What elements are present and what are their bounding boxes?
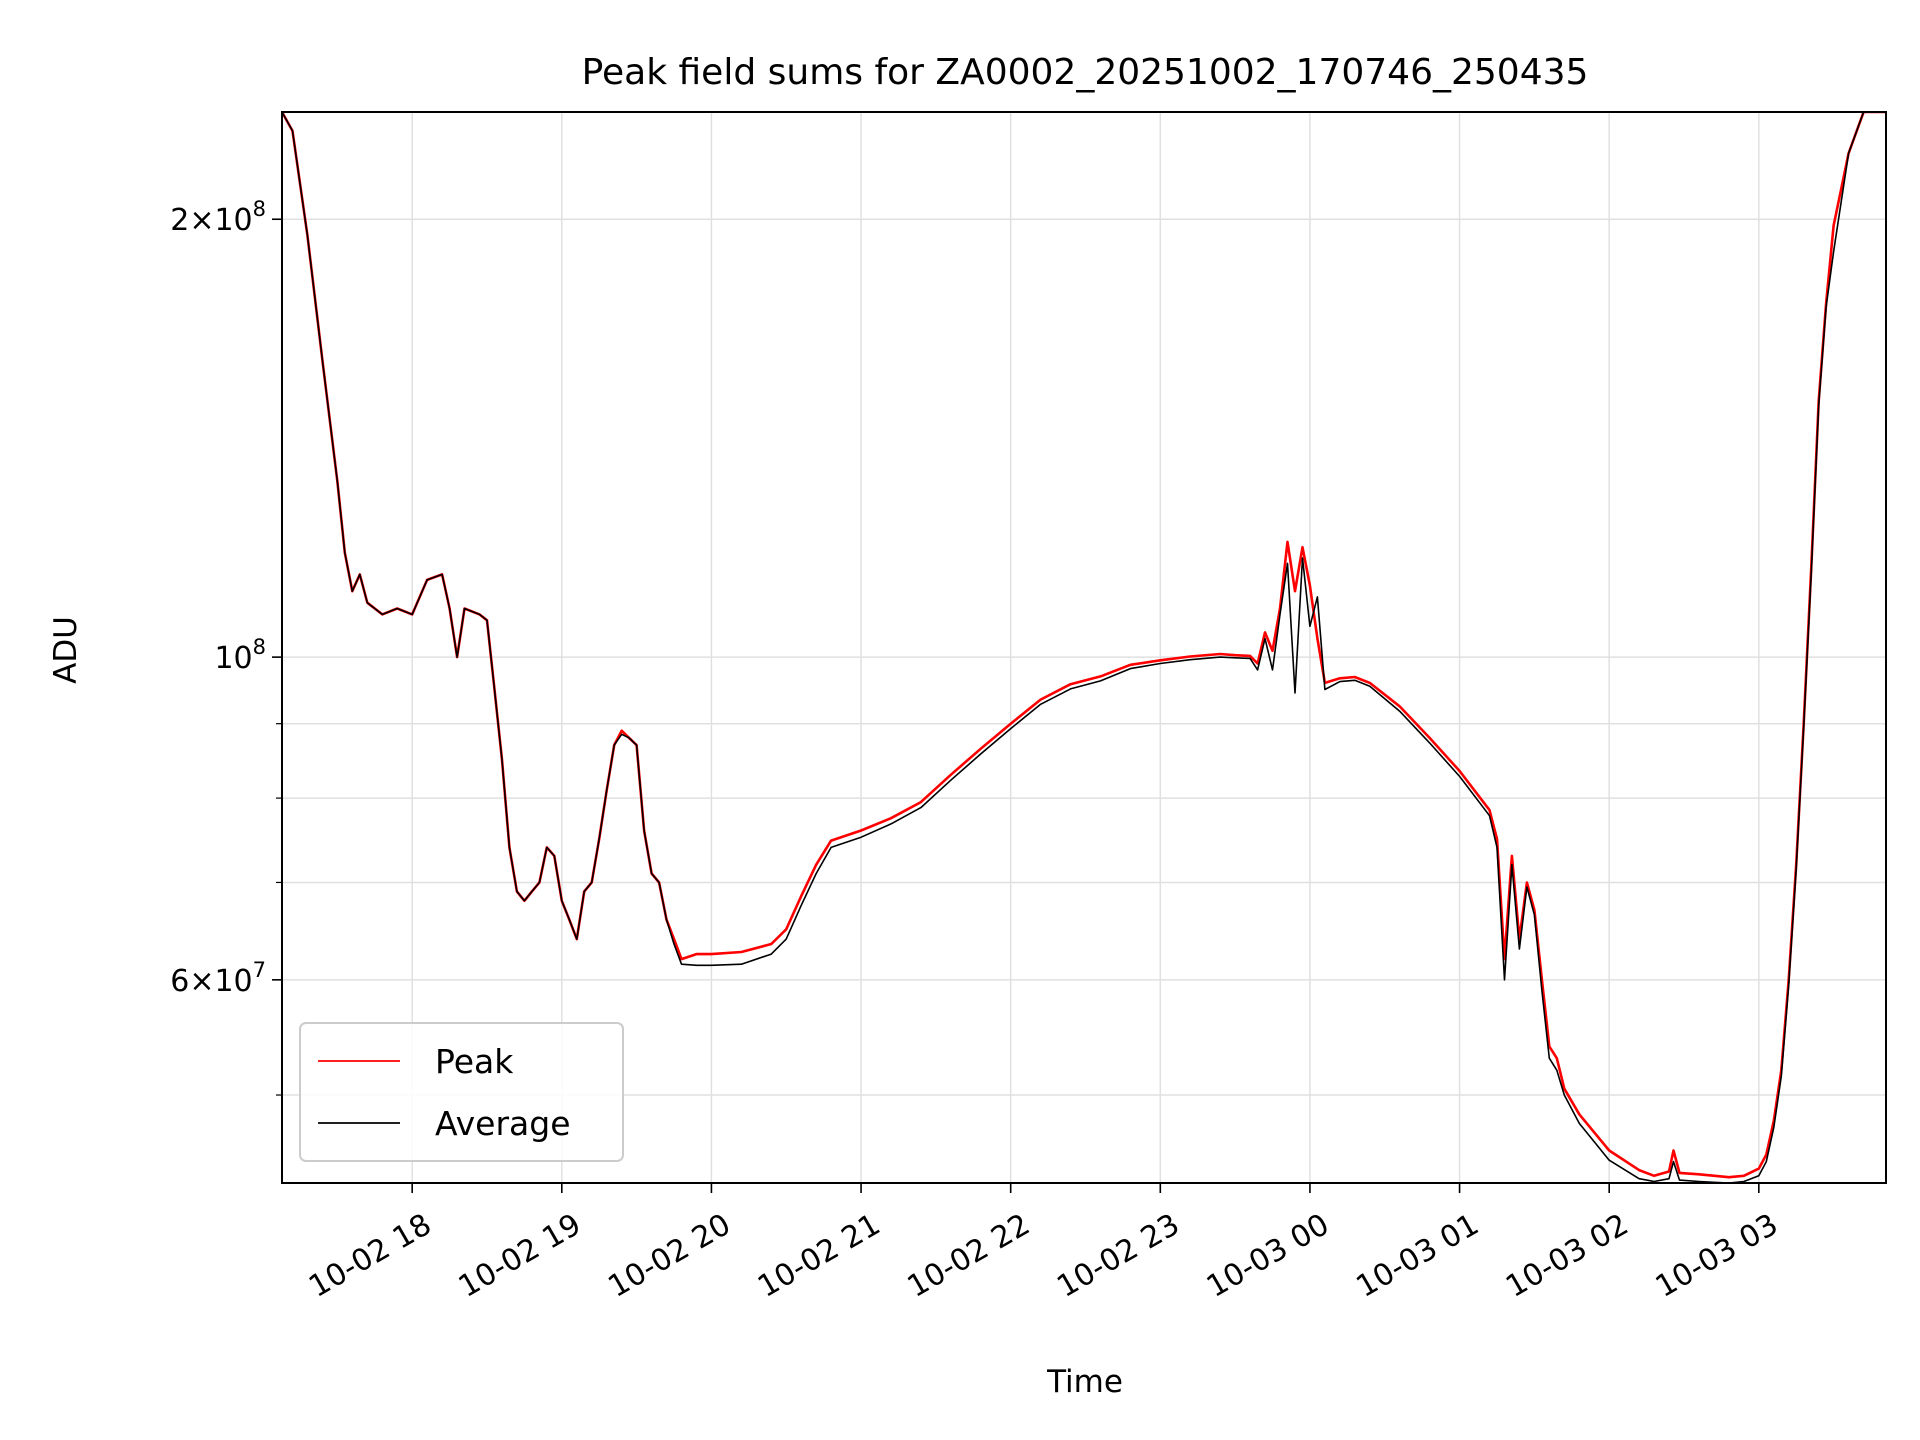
y-tick-label: 108: [214, 635, 266, 676]
y-tick-times: ×10: [189, 964, 252, 999]
y-tick-exponent: 8: [253, 635, 266, 659]
y-tick-times: ×10: [189, 203, 252, 238]
series-average-line: [282, 112, 1886, 1183]
legend: Peak Average: [299, 1022, 624, 1162]
y-axis-label: ADU: [48, 616, 84, 684]
y-tick-label: 2×108: [170, 197, 266, 238]
legend-box: [299, 1022, 624, 1162]
y-tick-base: 10: [214, 641, 252, 676]
y-tick-exponent: 8: [253, 197, 266, 221]
y-tick-label: 6×107: [170, 958, 266, 999]
legend-label-average: Average: [435, 1104, 571, 1143]
y-tick-mantissa: 6: [170, 964, 189, 999]
chart-title: Peak field sums for ZA0002_20251002_1707…: [582, 52, 1589, 93]
x-axis-label: Time: [1046, 1364, 1123, 1400]
y-tick-exponent: 7: [253, 958, 266, 982]
plot-frame: [281, 111, 1887, 1184]
legend-label-peak: Peak: [435, 1042, 514, 1081]
y-tick-mantissa: 2: [170, 203, 189, 238]
series-layer: [282, 112, 1886, 1183]
